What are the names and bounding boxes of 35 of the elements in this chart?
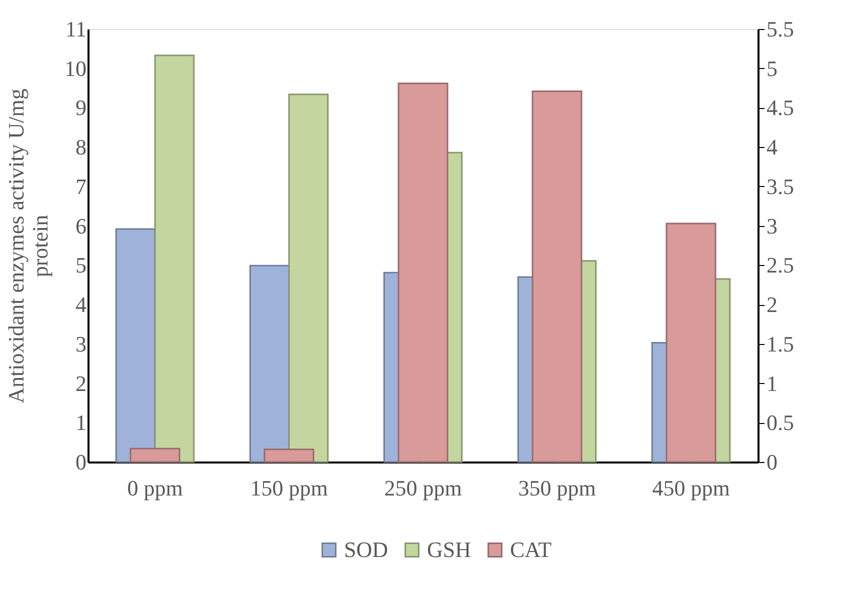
y-tick-label: 8 — [76, 134, 86, 160]
x-tick-label: 250 ppm — [384, 476, 462, 500]
y2-tick-label: 3 — [766, 213, 778, 238]
y-tick-label: 4 — [76, 292, 86, 318]
y2-tick-label: 0 — [766, 450, 778, 474]
y2-tick-label: 1.5 — [766, 331, 794, 356]
y2-tick-label: 5 — [766, 56, 778, 81]
y-tick-label: 7 — [76, 174, 86, 199]
legend-label: CAT — [510, 537, 552, 562]
y-axis-title: Antioxidant enzymes activity U/mg protein — [4, 88, 52, 404]
y-tick-label: 0 — [76, 450, 86, 474]
y-tick-label: 1 — [76, 410, 86, 436]
bar — [130, 448, 180, 463]
bar — [264, 448, 314, 463]
x-tick-label: 0 ppm — [127, 476, 183, 500]
legend-label: GSH — [427, 537, 472, 562]
y-tick-label: 2 — [76, 370, 86, 396]
y2-tick-label: 2 — [766, 292, 778, 318]
y-tick-label: 10 — [64, 56, 86, 81]
y2-tick-label: 0.5 — [766, 410, 794, 436]
y2-tick-label: 1 — [766, 370, 778, 396]
y-tick-label: 9 — [76, 95, 86, 120]
y-tick-label: 3 — [76, 331, 86, 356]
y2-tick-label: 4 — [766, 134, 778, 160]
y-tick-label: 6 — [76, 213, 86, 238]
y2-tick-label: 3.5 — [766, 174, 794, 199]
legend-label: SOD — [344, 537, 388, 562]
y2-tick-label: 4.5 — [766, 95, 794, 120]
y2-tick-label: 2.5 — [766, 252, 794, 278]
y-tick-label: 5 — [76, 252, 86, 278]
y-tick-label: 11 — [65, 16, 86, 42]
x-tick-label: 450 ppm — [652, 476, 730, 500]
y2-tick-label: 5.5 — [766, 16, 794, 42]
x-tick-label: 350 ppm — [518, 476, 596, 500]
x-tick-label: 150 ppm — [250, 476, 328, 500]
